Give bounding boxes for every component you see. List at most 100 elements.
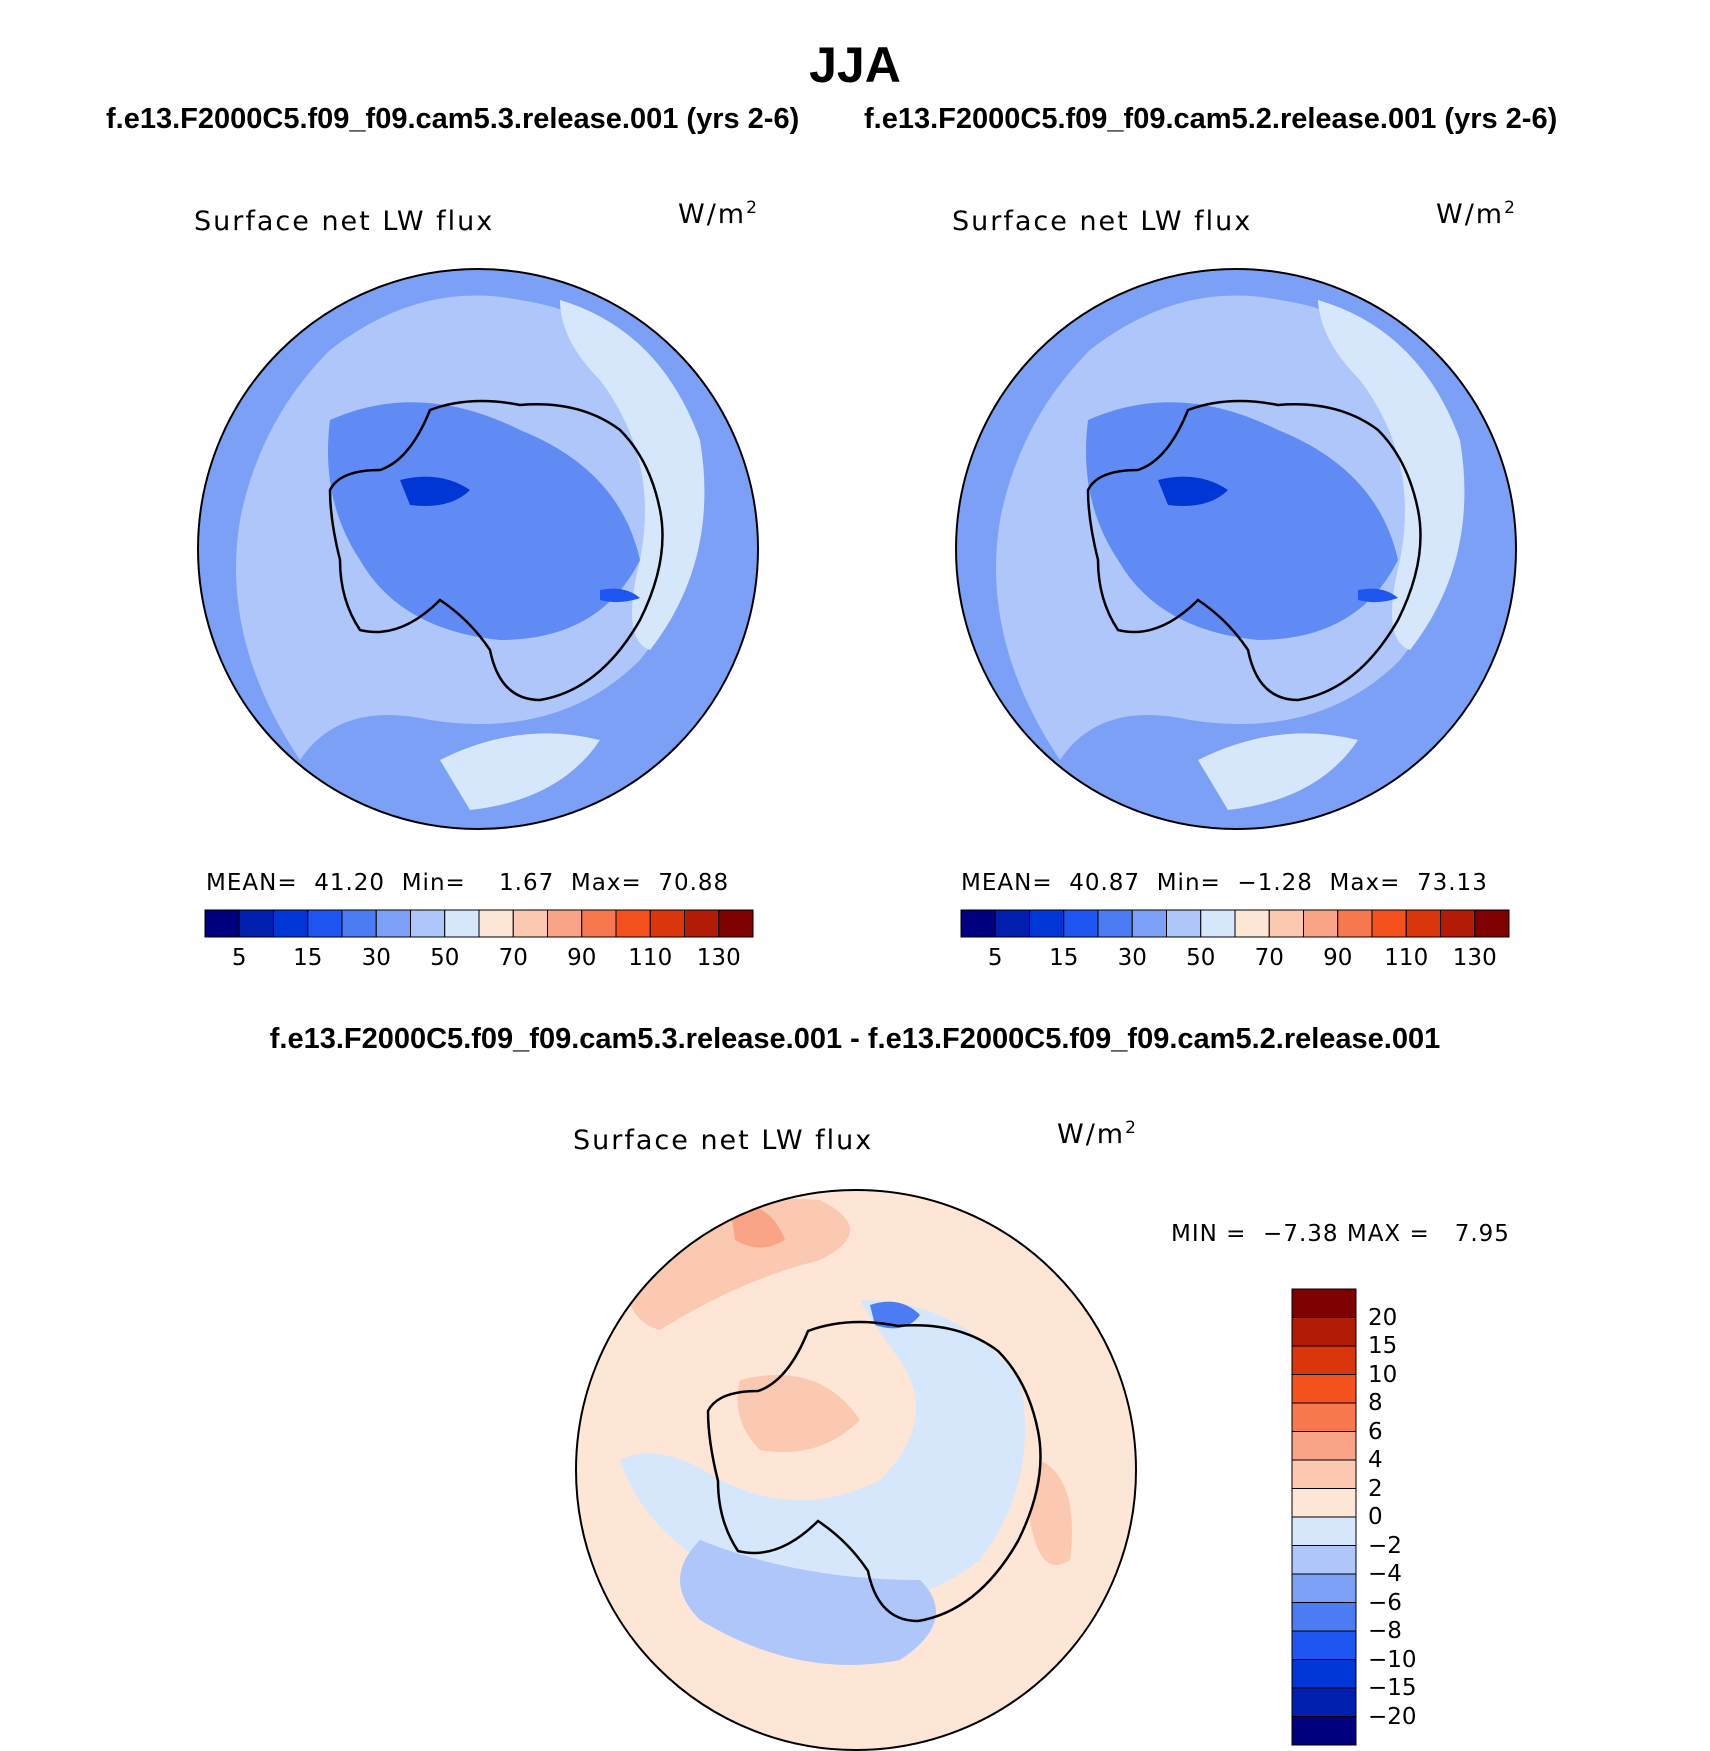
panel2-colorbar-tick-label: 30 (1117, 945, 1147, 971)
panel2-field-south (1198, 733, 1358, 810)
panel3-colorbar-cell-15 (1291, 1716, 1357, 1746)
figure-title: JJA (809, 37, 901, 93)
panel1-colorbar-cell-6 (410, 909, 446, 938)
panel1-colorbar-tick-label: 70 (498, 945, 528, 971)
panel1-colorbar-tick-label: 110 (628, 945, 673, 971)
panel1-mean: 41.20 (314, 870, 386, 896)
panel2-colorbar-tick-label: 5 (987, 945, 1003, 971)
panel2-colorbar-tick-label: 130 (1452, 945, 1497, 971)
panel3-colorbar-tick-label: −2 (1368, 1532, 1402, 1559)
panel3-colorbar-tick-label: −10 (1368, 1646, 1417, 1673)
panel2-colorbar-cell-10 (1303, 909, 1339, 938)
panel1-colorbar-cell-4 (341, 909, 377, 938)
panel1-field-ring (560, 300, 705, 650)
panel3-colorbar-cell-5 (1291, 1431, 1357, 1461)
panel1-field-peak (400, 476, 470, 506)
panel1-min-label: Min= (401, 870, 466, 896)
panel2-colorbar-cell-15 (1474, 909, 1510, 938)
panel2-stats: MEAN= 40.87 Min= −1.28 Max= 73.13 (961, 870, 1488, 896)
panel1-colorbar-cell-2 (273, 909, 309, 938)
panel3-colorbar-cell-2 (1291, 1345, 1357, 1375)
panel2-colorbar-tick-label: 70 (1254, 945, 1284, 971)
panel3-colorbar-tick-label: 20 (1368, 1304, 1398, 1331)
panel3-stats: MIN = −7.38 MAX = 7.95 (1171, 1221, 1510, 1247)
panel1-colorbar-tick-label: 30 (361, 945, 391, 971)
panel1-min: 1.67 (499, 870, 555, 896)
subtitle-right: f.e13.F2000C5.f09_f09.cam5.2.release.001… (864, 103, 1558, 135)
panel1-colorbar-cell-10 (547, 909, 583, 938)
panel2-colorbar-cell-11 (1337, 909, 1373, 938)
panel2-title: Surface net LW flux (952, 206, 1253, 237)
panel3-colorbar-tick-label: −8 (1368, 1618, 1402, 1644)
panel2-field-peak2 (1358, 588, 1398, 603)
panel3-max-label: MAX = (1346, 1221, 1430, 1247)
panel2-colorbar-cell-2 (1029, 909, 1065, 938)
panel2-colorbar-cell-12 (1371, 909, 1407, 938)
panel3-colorbar-tick-label: 15 (1368, 1333, 1398, 1359)
panel3-colorbar-cell-10 (1291, 1573, 1357, 1603)
panel3-field-cool1 (620, 1300, 1025, 1605)
panel3-colorbar-cell-4 (1291, 1402, 1357, 1432)
panel3-max: 7.95 (1454, 1221, 1510, 1247)
panel3-colorbar-cell-9 (1291, 1545, 1357, 1575)
panel1-colorbar-tick-label: 90 (567, 945, 597, 971)
panel3-colorbar-tick-label: 8 (1368, 1390, 1383, 1416)
panel1-colorbar-cell-8 (478, 909, 514, 938)
panel3-colorbar-tick-label: −15 (1368, 1675, 1417, 1701)
panel3-colorbar-cell-0 (1291, 1288, 1357, 1318)
panel1-boundary (197, 268, 759, 830)
panel2-colorbar-cell-4 (1097, 909, 1133, 938)
panel3-colorbar-cell-7 (1291, 1488, 1357, 1518)
panel2-mean-label: MEAN= (961, 870, 1053, 896)
panel2-colorbar-cell-5 (1131, 909, 1167, 938)
panel3-colorbar-cell-13 (1291, 1659, 1357, 1689)
panel3-colorbar-cell-12 (1291, 1630, 1357, 1660)
panel3-boundary (575, 1189, 1137, 1751)
panel1-colorbar-cell-1 (238, 909, 274, 938)
panel1-map (198, 269, 758, 829)
panel1-colorbar-cell-7 (444, 909, 480, 938)
panel3-colorbar-tick-label: −4 (1368, 1561, 1402, 1587)
panel1-colorbar-cell-9 (512, 909, 548, 938)
panel3-field-cool2 (680, 1540, 936, 1665)
panel2-colorbar-tick-label: 50 (1186, 945, 1216, 971)
panel3-colorbar-cell-14 (1291, 1687, 1357, 1717)
panel2-min: −1.28 (1237, 870, 1313, 896)
panel1-colorbar-tick-label: 50 (430, 945, 460, 971)
panel3-field-cool3 (870, 1301, 920, 1329)
panel1-field-continent (328, 402, 640, 640)
panel3-colorbar-tick-label: 0 (1368, 1504, 1383, 1530)
panel1-max-label: Max= (570, 870, 642, 896)
panel1-colorbar-tick-label: 15 (293, 945, 323, 971)
panel2-field-continent (1086, 402, 1398, 640)
panel1-colorbar-cell-5 (375, 909, 411, 938)
panel2-field-ring (1318, 300, 1465, 650)
panel1-colorbar-cell-15 (718, 909, 754, 938)
subtitle-left: f.e13.F2000C5.f09_f09.cam5.3.release.001… (106, 103, 800, 135)
panel1-units: W/m2 (678, 198, 759, 230)
panel2-colorbar-cell-8 (1234, 909, 1270, 938)
panel3-field-warm4 (1030, 1460, 1072, 1565)
panel3-colorbar-cell-3 (1291, 1374, 1357, 1404)
panel1-colorbar-tick-label: 5 (231, 945, 247, 971)
panel2-units: W/m2 (1436, 198, 1517, 230)
panel3-colorbar-cell-1 (1291, 1317, 1357, 1347)
panel2-colorbar-tick-label: 15 (1049, 945, 1079, 971)
panel1-colorbar-cell-3 (307, 909, 343, 938)
panel3-colorbar-cell-11 (1291, 1602, 1357, 1632)
panel1-colorbar (204, 909, 754, 938)
panel3-colorbar (1291, 1288, 1357, 1746)
panel2-map (956, 269, 1516, 829)
panel1-max: 70.88 (658, 870, 730, 896)
panel2-colorbar-tick-label: 90 (1323, 945, 1353, 971)
panel2-colorbar-cell-1 (994, 909, 1030, 938)
panel3-coastline (706, 1320, 1042, 1623)
panel1-field-peak2 (600, 588, 640, 603)
panel2-colorbar-tick-label: 110 (1384, 945, 1429, 971)
panel1-stats: MEAN= 41.20 Min= 1.67 Max= 70.88 (206, 870, 729, 896)
panel2-max: 73.13 (1416, 870, 1488, 896)
panel3-colorbar-cell-6 (1291, 1459, 1357, 1489)
panel1-colorbar-tick-label: 130 (696, 945, 741, 971)
panel3-colorbar-tick-label: 10 (1368, 1361, 1398, 1388)
panel2-colorbar-cell-0 (960, 909, 996, 938)
